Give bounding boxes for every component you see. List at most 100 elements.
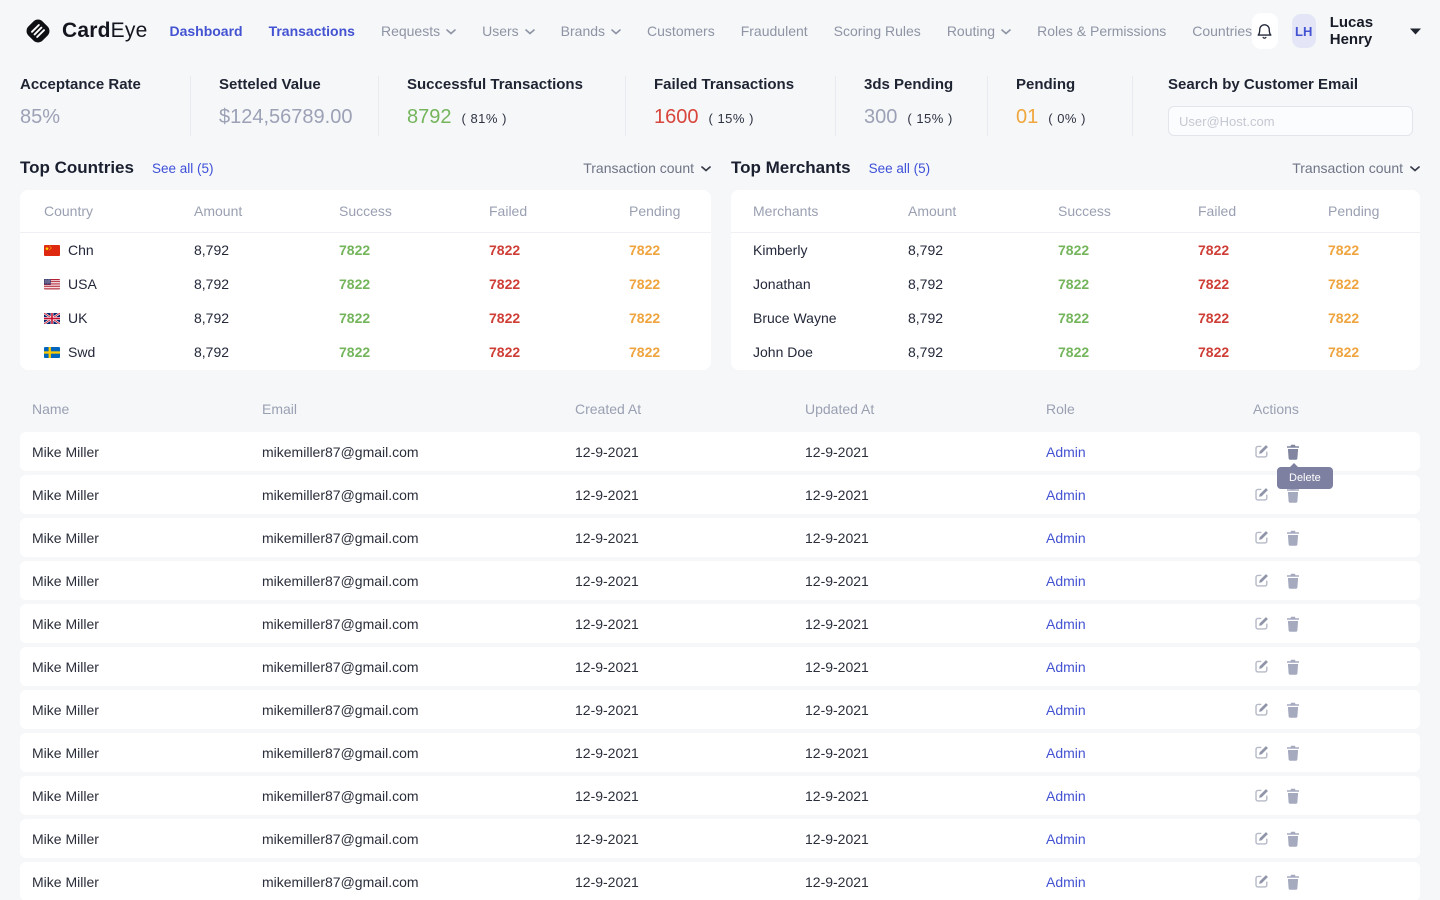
col-updated-at: Updated At <box>805 401 1046 417</box>
merchants-sort-dropdown[interactable]: Transaction count <box>1292 160 1420 176</box>
trash-icon <box>1286 530 1300 546</box>
success-value: 7822 <box>339 344 489 360</box>
delete-button[interactable] <box>1286 788 1300 804</box>
col-failed: Failed <box>489 203 629 219</box>
merchant-name: Jonathan <box>753 276 908 292</box>
table-row: Mike Miller mikemiller87@gmail.com 12-9-… <box>20 475 1420 514</box>
user-row-role[interactable]: Admin <box>1046 444 1253 460</box>
user-menu-caret-icon[interactable] <box>1410 28 1421 35</box>
user-row-role[interactable]: Admin <box>1046 487 1253 503</box>
user-row-role[interactable]: Admin <box>1046 616 1253 632</box>
edit-button[interactable] <box>1253 615 1270 632</box>
pending-value: 7822 <box>629 242 687 258</box>
success-value: 7822 <box>1058 242 1198 258</box>
nav-item-label: Requests <box>381 23 440 39</box>
nav-item[interactable]: Transactions <box>269 23 355 39</box>
nav-item-label: Routing <box>947 23 995 39</box>
user-row-updated: 12-9-2021 <box>805 831 1046 847</box>
nav-item[interactable]: Requests <box>381 23 456 39</box>
user-row-created: 12-9-2021 <box>575 745 805 761</box>
delete-button[interactable] <box>1286 659 1300 675</box>
user-row-role[interactable]: Admin <box>1046 702 1253 718</box>
stat-label: 3ds Pending <box>864 76 987 93</box>
delete-button[interactable] <box>1286 616 1300 632</box>
user-row-updated: 12-9-2021 <box>805 444 1046 460</box>
edit-button[interactable] <box>1253 572 1270 589</box>
user-row-email: mikemiller87@gmail.com <box>262 831 575 847</box>
user-row-role[interactable]: Admin <box>1046 573 1253 589</box>
user-row-role[interactable]: Admin <box>1046 745 1253 761</box>
delete-button[interactable] <box>1286 874 1300 890</box>
edit-button[interactable] <box>1253 701 1270 718</box>
row-actions <box>1253 701 1408 718</box>
user-row-role[interactable]: Admin <box>1046 831 1253 847</box>
edit-button[interactable] <box>1253 830 1270 847</box>
stat-label: Successful Transactions <box>407 76 625 93</box>
user-row-role[interactable]: Admin <box>1046 788 1253 804</box>
col-merchants: Merchants <box>753 203 908 219</box>
nav-item[interactable]: Countries <box>1192 23 1252 39</box>
edit-button[interactable] <box>1253 787 1270 804</box>
user-row-role[interactable]: Admin <box>1046 659 1253 675</box>
user-row-updated: 12-9-2021 <box>805 659 1046 675</box>
edit-pencil-icon <box>1253 486 1270 503</box>
table-row: Mike Miller mikemiller87@gmail.com 12-9-… <box>20 733 1420 772</box>
delete-button[interactable] <box>1286 702 1300 718</box>
edit-button[interactable] <box>1253 658 1270 675</box>
user-row-email: mikemiller87@gmail.com <box>262 616 575 632</box>
stat-card: Failed Transactions 1600 ( 15% ) <box>625 76 835 136</box>
nav-item[interactable]: Users <box>482 23 535 39</box>
chevron-down-icon <box>525 29 535 35</box>
stats-bar: Acceptance Rate 85% Setteled Value $124,… <box>0 62 1440 136</box>
nav-item[interactable]: Brands <box>561 23 621 39</box>
search-input[interactable] <box>1168 106 1413 136</box>
usa-flag <box>44 279 60 290</box>
delete-button[interactable] <box>1286 573 1300 589</box>
nav-item[interactable]: Roles & Permissions <box>1037 23 1166 39</box>
edit-button[interactable] <box>1253 486 1270 503</box>
countries-sort-dropdown[interactable]: Transaction count <box>583 160 711 176</box>
notifications-button[interactable] <box>1252 13 1278 49</box>
edit-button[interactable] <box>1253 443 1270 460</box>
trash-icon <box>1286 616 1300 632</box>
delete-button[interactable] <box>1286 530 1300 546</box>
nav-item[interactable]: Customers <box>647 23 715 39</box>
china-flag <box>44 245 60 256</box>
nav-item-label: Transactions <box>269 23 355 39</box>
user-row-updated: 12-9-2021 <box>805 530 1046 546</box>
users-table-section: Name Email Created At Updated At Role Ac… <box>20 394 1420 900</box>
user-row-role[interactable]: Admin <box>1046 874 1253 890</box>
top-countries-section: Top Countries See all (5) Transaction co… <box>20 156 711 370</box>
delete-button[interactable] <box>1286 444 1300 460</box>
failed-value: 7822 <box>1198 344 1328 360</box>
nav-item[interactable]: Dashboard <box>169 23 242 39</box>
failed-value: 7822 <box>489 344 629 360</box>
edit-button[interactable] <box>1253 744 1270 761</box>
delete-button[interactable] <box>1286 831 1300 847</box>
user-row-email: mikemiller87@gmail.com <box>262 874 575 890</box>
avatar[interactable]: LH <box>1292 14 1316 48</box>
failed-value: 7822 <box>1198 242 1328 258</box>
user-row-role[interactable]: Admin <box>1046 530 1253 546</box>
amount-value: 8,792 <box>908 344 1058 360</box>
trash-icon <box>1286 702 1300 718</box>
table-row: Mike Miller mikemiller87@gmail.com 12-9-… <box>20 518 1420 557</box>
nav-item[interactable]: Fraudulent <box>741 23 808 39</box>
user-row-created: 12-9-2021 <box>575 573 805 589</box>
stat-card: 3ds Pending 300 ( 15% ) <box>835 76 987 136</box>
row-actions <box>1253 529 1408 546</box>
merchants-see-all-link[interactable]: See all (5) <box>869 161 931 176</box>
edit-button[interactable] <box>1253 873 1270 890</box>
stat-percent: ( 15% ) <box>709 111 754 126</box>
countries-see-all-link[interactable]: See all (5) <box>152 161 214 176</box>
nav-item[interactable]: Scoring Rules <box>834 23 921 39</box>
merchants-sort-label: Transaction count <box>1292 160 1403 176</box>
col-role: Role <box>1046 401 1253 417</box>
edit-button[interactable] <box>1253 529 1270 546</box>
edit-pencil-icon <box>1253 443 1270 460</box>
nav-item[interactable]: Routing <box>947 23 1011 39</box>
col-actions: Actions <box>1253 401 1408 417</box>
nav-item-label: Countries <box>1192 23 1252 39</box>
countries-sort-label: Transaction count <box>583 160 694 176</box>
delete-button[interactable] <box>1286 745 1300 761</box>
